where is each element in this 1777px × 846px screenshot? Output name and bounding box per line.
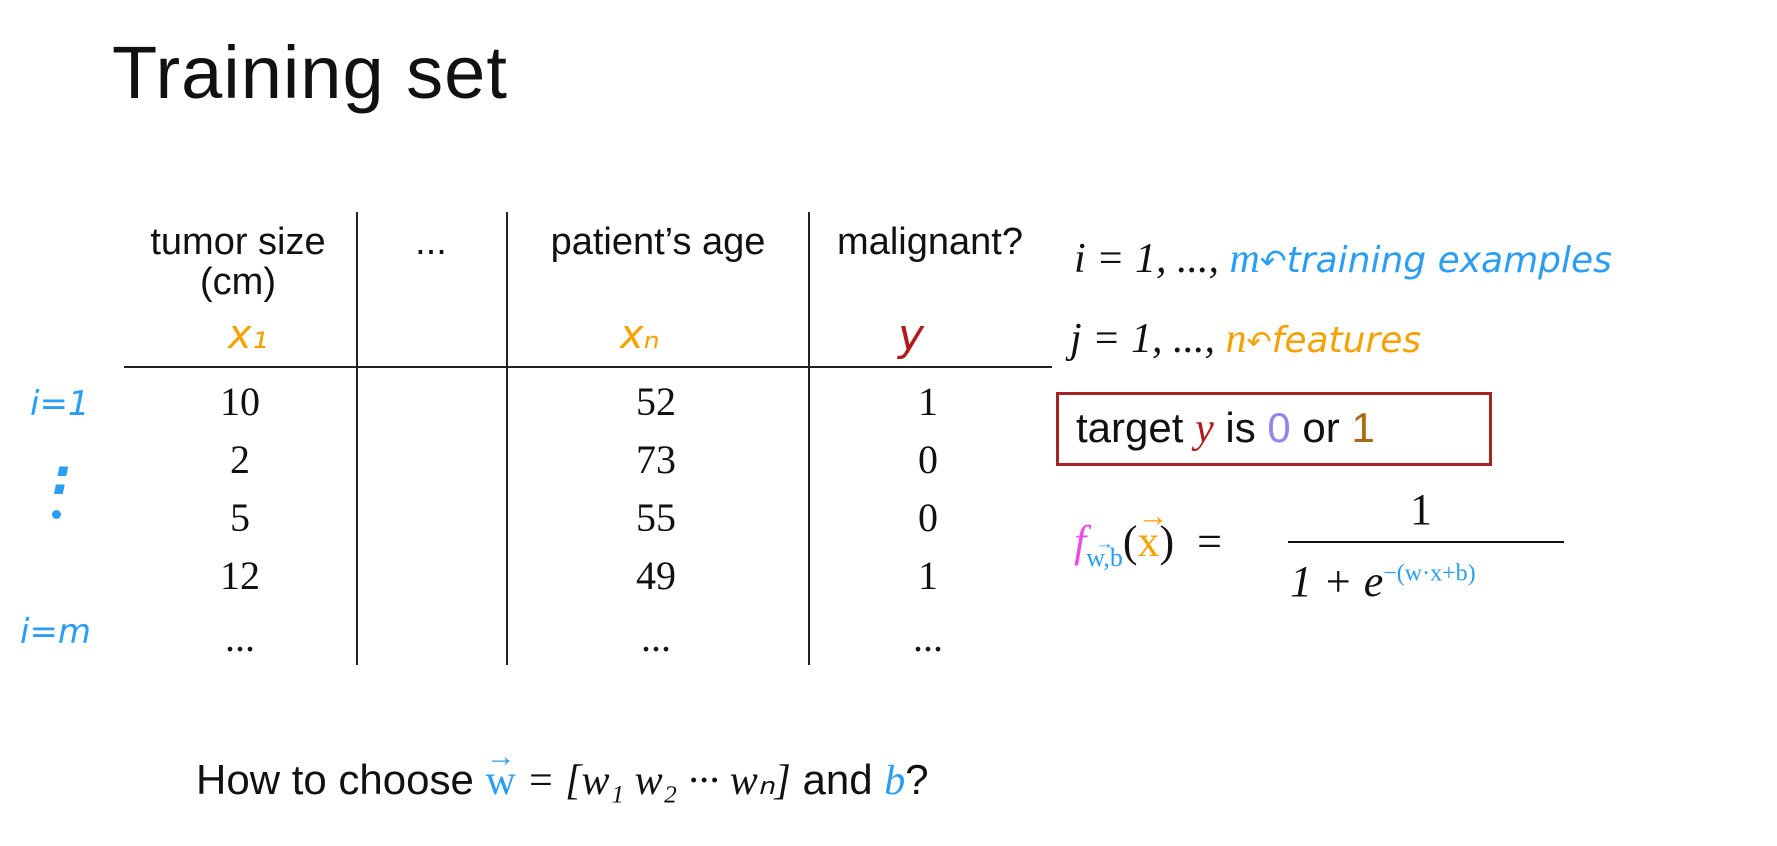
formula-subscript: w,b [1086,533,1123,572]
table-divider-3 [808,212,810,665]
row-label-dot2 [52,510,61,519]
header-var-x1: x₁ [228,312,268,358]
header-label: tumor size [150,221,326,263]
question-and: and [790,756,885,803]
i-range-text: i = 1, ..., [1074,236,1230,282]
formula-denominator: 1 + e−(w·x+b) [1290,556,1476,607]
target-prefix: target [1076,404,1196,451]
cell-tumor-size: 5 [230,495,250,540]
row-label-dots: : [52,448,72,506]
target-box [1056,392,1492,466]
row-label-first: i=1 [30,384,90,424]
cell-malignant: 0 [918,437,938,482]
header-var-y: y [898,310,925,361]
exponent-text: −(w·x+b) [1383,560,1476,587]
target-is: is [1213,404,1268,451]
question-vector: = [w₁ w₂ ··· wₙ] [515,758,791,804]
cell-tumor-size: 2 [230,437,250,482]
cell-malignant: 1 [918,553,938,598]
header-sub: (cm) [200,261,276,303]
denominator-text: 1 + e [1290,557,1384,606]
cell-malignant: 0 [918,495,938,540]
arrow-left-icon: ↶ [1246,326,1272,359]
target-statement: target y is 0 or 1 [1076,404,1375,453]
slide-title: Training set [112,31,508,114]
header-malignant: malignant? [837,221,1023,263]
formula-lhs: fw,b(x) = [1074,499,1222,572]
question-end: ? [905,756,929,803]
formula-x: x [1137,499,1159,567]
cell-tumor-size: 12 [220,553,260,598]
header-patient-age: patient’s age [550,221,766,263]
i-range-note: i = 1, ..., m↶training examples [1074,234,1612,283]
i-note-text: training examples [1286,240,1612,281]
table-divider-2 [506,212,508,665]
question-w: w [486,741,517,805]
cell-age: 49 [636,553,676,598]
question-prefix: How to choose [196,756,486,803]
target-zero: 0 [1267,404,1291,451]
formula-f: f [1074,517,1087,566]
question-b: b [884,758,906,804]
table-divider-1 [356,212,358,665]
header-var-xn: xₙ [620,312,660,358]
table-header-rule [124,366,1052,368]
row-label-last: i=m [20,612,92,652]
cell-age: 55 [636,495,676,540]
j-range-text: j = 1, ..., [1070,316,1226,362]
formula-paren-open: ( [1122,517,1138,566]
j-range-note: j = 1, ..., n↶features [1070,314,1421,363]
formula-equals: = [1197,517,1222,566]
cell-age: 52 [636,379,676,424]
header-ellipsis: ... [415,221,447,263]
target-one: 1 [1351,404,1375,451]
cell-tumor-size: ... [225,615,255,660]
i-range-end: m [1229,236,1260,282]
cell-tumor-size: 10 [220,379,260,424]
cell-malignant: ... [913,615,943,660]
j-note-text: features [1271,320,1422,361]
cell-age: ... [641,615,671,660]
target-y: y [1195,406,1214,452]
question-line: How to choose w = [w₁ w₂ ··· wₙ] and b? [196,741,929,805]
formula-numerator: 1 [1410,485,1432,534]
fraction-bar [1288,541,1564,543]
cell-age: 73 [636,437,676,482]
header-tumor-size: tumor size (cm) [120,222,356,302]
j-range-end: n [1225,316,1247,362]
target-or: or [1290,404,1352,451]
arrow-left-icon: ↶ [1259,243,1287,279]
cell-malignant: 1 [918,379,938,424]
